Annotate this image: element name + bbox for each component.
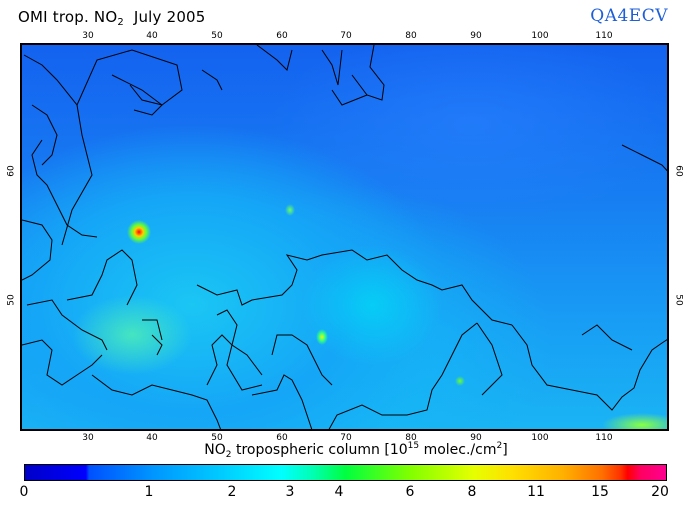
- label-prefix: NO: [204, 442, 226, 458]
- x-tick-top: 40: [146, 31, 158, 41]
- label-unit: molec./cm: [419, 442, 497, 458]
- x-tick-bottom: 50: [211, 433, 223, 443]
- label-unit-sup: 2: [496, 441, 503, 451]
- colorbar-tick: 0: [19, 484, 29, 500]
- x-tick-top: 80: [405, 31, 417, 41]
- colorbar-tick: 1: [144, 484, 154, 500]
- x-tick-bottom: 80: [405, 433, 417, 443]
- label-sub: 2: [225, 450, 232, 460]
- y-tick-left: 60: [6, 165, 17, 177]
- colorbar-tick: 15: [591, 484, 609, 500]
- colorbar-tick: 20: [651, 484, 669, 500]
- colorbar-tick: 2: [227, 484, 237, 500]
- x-tick-bottom: 60: [276, 433, 288, 443]
- x-tick-bottom: 90: [470, 433, 482, 443]
- x-tick-bottom: 40: [146, 433, 158, 443]
- y-tick-right: 60: [673, 165, 684, 177]
- colorbar-label: NO2 tropospheric column [1015 molec./cm2…: [0, 441, 692, 460]
- title-text: OMI trop. NO: [18, 8, 118, 26]
- x-tick-bottom: 110: [595, 433, 613, 443]
- x-tick-top: 50: [211, 31, 223, 41]
- no2-map: [20, 43, 669, 431]
- title-subscript: 2: [117, 17, 124, 28]
- label-end: ]: [502, 442, 508, 458]
- x-tick-top: 100: [531, 31, 549, 41]
- country-borders: [22, 45, 667, 429]
- colorbar-tick: 6: [405, 484, 415, 500]
- label-middle: tropospheric column [10: [231, 442, 408, 458]
- x-tick-bottom: 100: [531, 433, 549, 443]
- colorbar-tick: 4: [334, 484, 344, 500]
- label-sup: 15: [407, 441, 420, 451]
- x-tick-bottom: 70: [340, 433, 352, 443]
- colorbar-tick: 3: [285, 484, 295, 500]
- colorbar-tick: 8: [467, 484, 477, 500]
- x-tick-top: 110: [595, 31, 613, 41]
- x-tick-bottom: 30: [82, 433, 94, 443]
- x-tick-top: 70: [340, 31, 352, 41]
- x-tick-top: 60: [276, 31, 288, 41]
- x-tick-top: 30: [82, 31, 94, 41]
- colorbar-tick: 11: [527, 484, 545, 500]
- map-title: OMI trop. NO2 July 2005: [18, 8, 206, 28]
- colorbar: [24, 464, 667, 481]
- x-tick-top: 90: [470, 31, 482, 41]
- y-tick-left: 50: [6, 294, 17, 306]
- brand-logo: QA4ECV: [590, 6, 668, 26]
- title-date: July 2005: [133, 8, 206, 26]
- y-tick-right: 50: [673, 294, 684, 306]
